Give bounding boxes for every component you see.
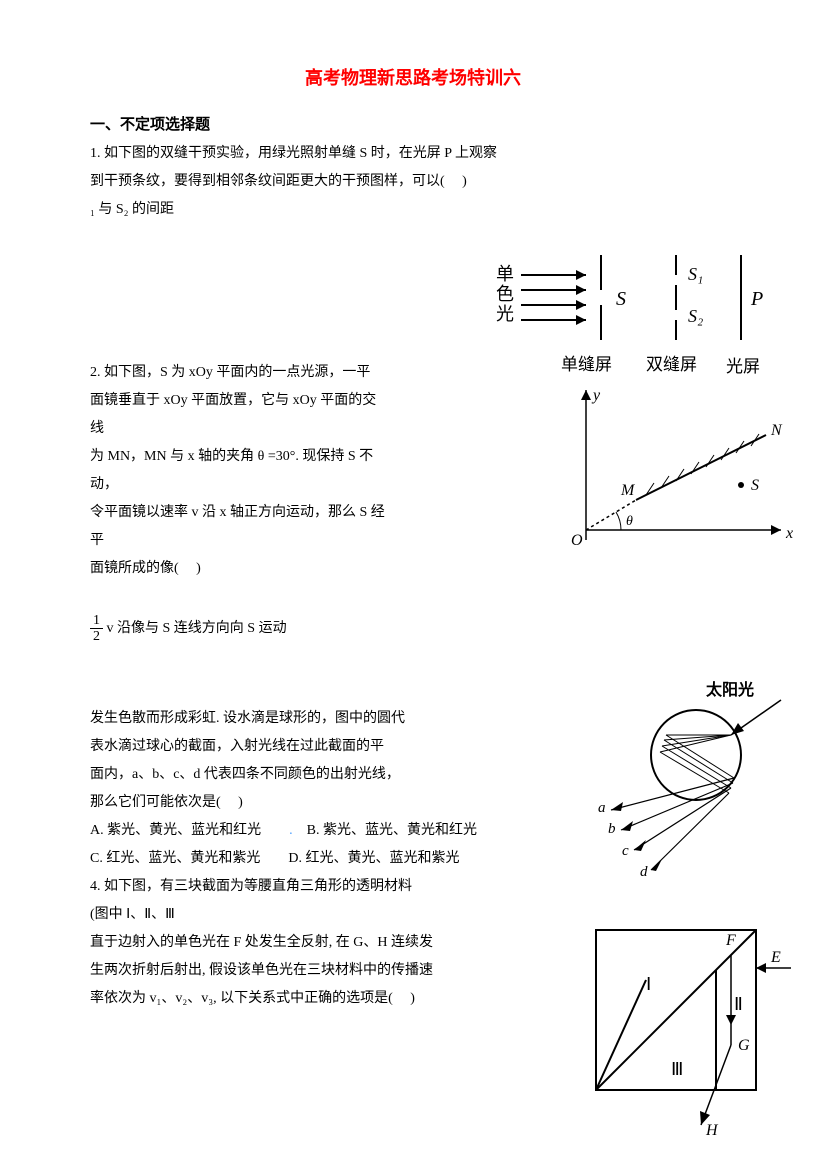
fig4-F: F	[725, 932, 736, 949]
fig1-S: S	[616, 288, 626, 310]
fig-double-slit: 单 色 光 S S₁ S₂ P 单缝屏 双缝屏 光屏	[466, 230, 796, 391]
fig2-M: M	[620, 482, 636, 499]
q2-line3: 为 MN，MN 与 x 轴的夹角 θ =30°. 现保持 S 不动，	[90, 443, 390, 499]
q4-line5: 率依次为 v₁、v₂、v₃, 以下关系式中正确的选项是( )	[90, 985, 460, 1013]
q3-line2: 表水滴过球心的截面，入射光线在过此截面的平	[90, 733, 450, 761]
fig4-G: G	[738, 1037, 750, 1054]
fig4-II: Ⅱ	[734, 994, 743, 1014]
fig1-S2: S₂	[688, 306, 703, 326]
page-title: 高考物理新思路考场特训六	[90, 60, 736, 96]
q2-line4: 令平面镜以速率 v 沿 x 轴正方向运动，那么 S 经平	[90, 499, 390, 555]
fig3-b: b	[608, 821, 616, 837]
q2-line2: 面镜垂直于 xOy 平面放置，它与 xOy 平面的交线	[90, 387, 390, 443]
fig3-c: c	[622, 843, 629, 859]
fig3-a: a	[598, 800, 606, 816]
fig2-N: N	[770, 422, 783, 439]
q2-line5: 面镜所成的像( )	[90, 555, 390, 583]
q1-line3: ₁ 与 S₂ 的间距	[90, 196, 736, 224]
fig4-I: Ⅰ	[646, 974, 651, 994]
fig2-theta: θ	[626, 514, 633, 529]
svg-text:色: 色	[496, 284, 514, 304]
q3-line1: 发生色散而形成彩虹. 设水滴是球形的，图中的圆代	[90, 705, 450, 733]
q1-line1: 1. 如下图的双缝干预实验，用绿光照射单缝 S 时，在光屏 P 上观察	[90, 140, 736, 168]
section-heading: 一、不定项选择题	[90, 110, 736, 140]
fig1-P: P	[750, 288, 763, 310]
fig2-S: S	[751, 477, 759, 494]
fig3-d: d	[640, 864, 648, 880]
fig-dispersion: 太阳光 a b c d	[586, 680, 806, 891]
q2-line6: 1 2 v 沿像与 S 连线方向向 S 运动	[90, 613, 736, 645]
q4-line4: 生两次折射后射出, 假设该单色光在三块材料中的传播速	[90, 957, 460, 985]
q3-line3: 面内，a、b、c、d 代表四条不同颜色的出射光线，	[90, 761, 450, 789]
fig2-O: O	[571, 532, 583, 549]
fig3-sun: 太阳光	[705, 680, 754, 699]
fig4-III: Ⅲ	[671, 1059, 683, 1079]
svg-text:光: 光	[496, 304, 514, 324]
fig1-lab-double: 双缝屏	[646, 355, 697, 374]
fig1-lab-single: 单缝屏	[561, 355, 612, 374]
fraction: 1 2	[90, 613, 103, 645]
q1-line2: 到干预条纹，要得到相邻条纹间距更大的干预图样，可以( )	[90, 168, 736, 196]
fig1-lab-screen: 光屏	[726, 357, 760, 376]
fig2-x: x	[785, 525, 793, 542]
q4-line1: 4. 如下图，有三块截面为等腰直角三角形的透明材料	[90, 873, 460, 901]
q4-line2: (图中 Ⅰ、Ⅱ、Ⅲ	[90, 901, 460, 929]
q3-line4: 那么它们可能依次是( )	[90, 789, 450, 817]
fig1-S1: S₁	[688, 264, 703, 284]
fig4-H: H	[705, 1122, 719, 1139]
fig-mirror: y x O M N S θ	[546, 380, 806, 581]
fig2-y: y	[591, 387, 601, 404]
q2-line1: 2. 如下图，S 为 xOy 平面内的一点光源，一平	[90, 359, 390, 387]
fig1-source: 单	[496, 264, 514, 284]
fig4-E: E	[770, 949, 781, 966]
fig-prisms: Ⅰ Ⅱ Ⅲ E F G H	[576, 910, 806, 1151]
q4-line3: 直于边射入的单色光在 F 处发生全反射, 在 G、H 连续发	[90, 929, 460, 957]
